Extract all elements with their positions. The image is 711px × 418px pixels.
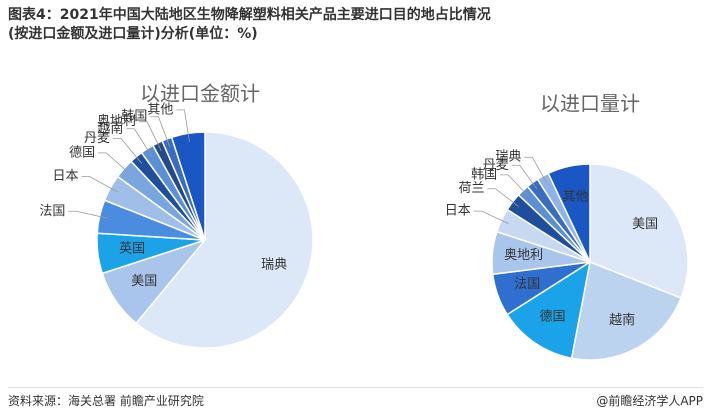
slice-label: 美国 bbox=[632, 217, 658, 232]
leader-line bbox=[473, 210, 509, 224]
leader-line bbox=[150, 116, 171, 148]
slice-label: 德国 bbox=[540, 310, 566, 325]
footer: 资料来源：海关总署 前瞻产业研究院 @前瞻经济学人APP bbox=[8, 387, 703, 409]
pie-slice bbox=[547, 163, 591, 263]
leader-line bbox=[113, 138, 142, 164]
leader-line bbox=[98, 152, 131, 175]
slice-label: 韩国 bbox=[471, 167, 497, 182]
slice-label: 英国 bbox=[119, 242, 145, 257]
slice-label: 奥地利 bbox=[504, 248, 543, 263]
pie-slice bbox=[570, 260, 683, 361]
slice-label: 韩国 bbox=[121, 109, 147, 124]
slice-label: 越南 bbox=[609, 312, 635, 328]
slice-label: 越南 bbox=[97, 120, 123, 136]
slice-label: 瑞典 bbox=[495, 150, 521, 165]
pie-slice bbox=[135, 131, 314, 349]
slice-label: 法国 bbox=[514, 277, 540, 292]
slice-label: 美国 bbox=[131, 274, 157, 289]
leader-line bbox=[81, 176, 119, 193]
source: 资料来源：海关总署 前瞻产业研究院 bbox=[8, 394, 204, 408]
leader-line bbox=[487, 188, 520, 208]
slice-label: 日本 bbox=[445, 204, 471, 219]
credit: @前瞻经济学人APP bbox=[596, 394, 703, 408]
slice-label: 其他 bbox=[562, 189, 588, 204]
slice-label: 日本 bbox=[53, 169, 79, 184]
slice-label: 其他 bbox=[147, 102, 173, 117]
slice-label: 荷兰 bbox=[459, 181, 485, 196]
leader-line bbox=[139, 121, 162, 151]
slice-label: 奥地利 bbox=[97, 114, 136, 129]
slice-label: 瑞典 bbox=[261, 257, 287, 272]
slice-label: 法国 bbox=[39, 204, 65, 219]
leader-line bbox=[176, 109, 190, 142]
pie-slice bbox=[506, 260, 592, 360]
leader-line bbox=[500, 174, 529, 197]
pie-title: 以进口量计 bbox=[540, 92, 640, 116]
slice-label: 德国 bbox=[69, 145, 95, 160]
slice-label: 丹麦 bbox=[84, 131, 110, 146]
leader-line bbox=[524, 156, 547, 184]
slice-label: 丹麦 bbox=[483, 158, 509, 173]
leader-line bbox=[126, 128, 153, 157]
leader-line bbox=[511, 164, 538, 190]
pie-title: 以进口金额计 bbox=[140, 82, 260, 106]
page-title: 图表4：2021年中国大陆地区生物降解塑料相关产品主要进口目的地占比情况(按进口… bbox=[8, 7, 491, 42]
pie-slice bbox=[589, 163, 689, 300]
leader-line bbox=[68, 210, 109, 219]
